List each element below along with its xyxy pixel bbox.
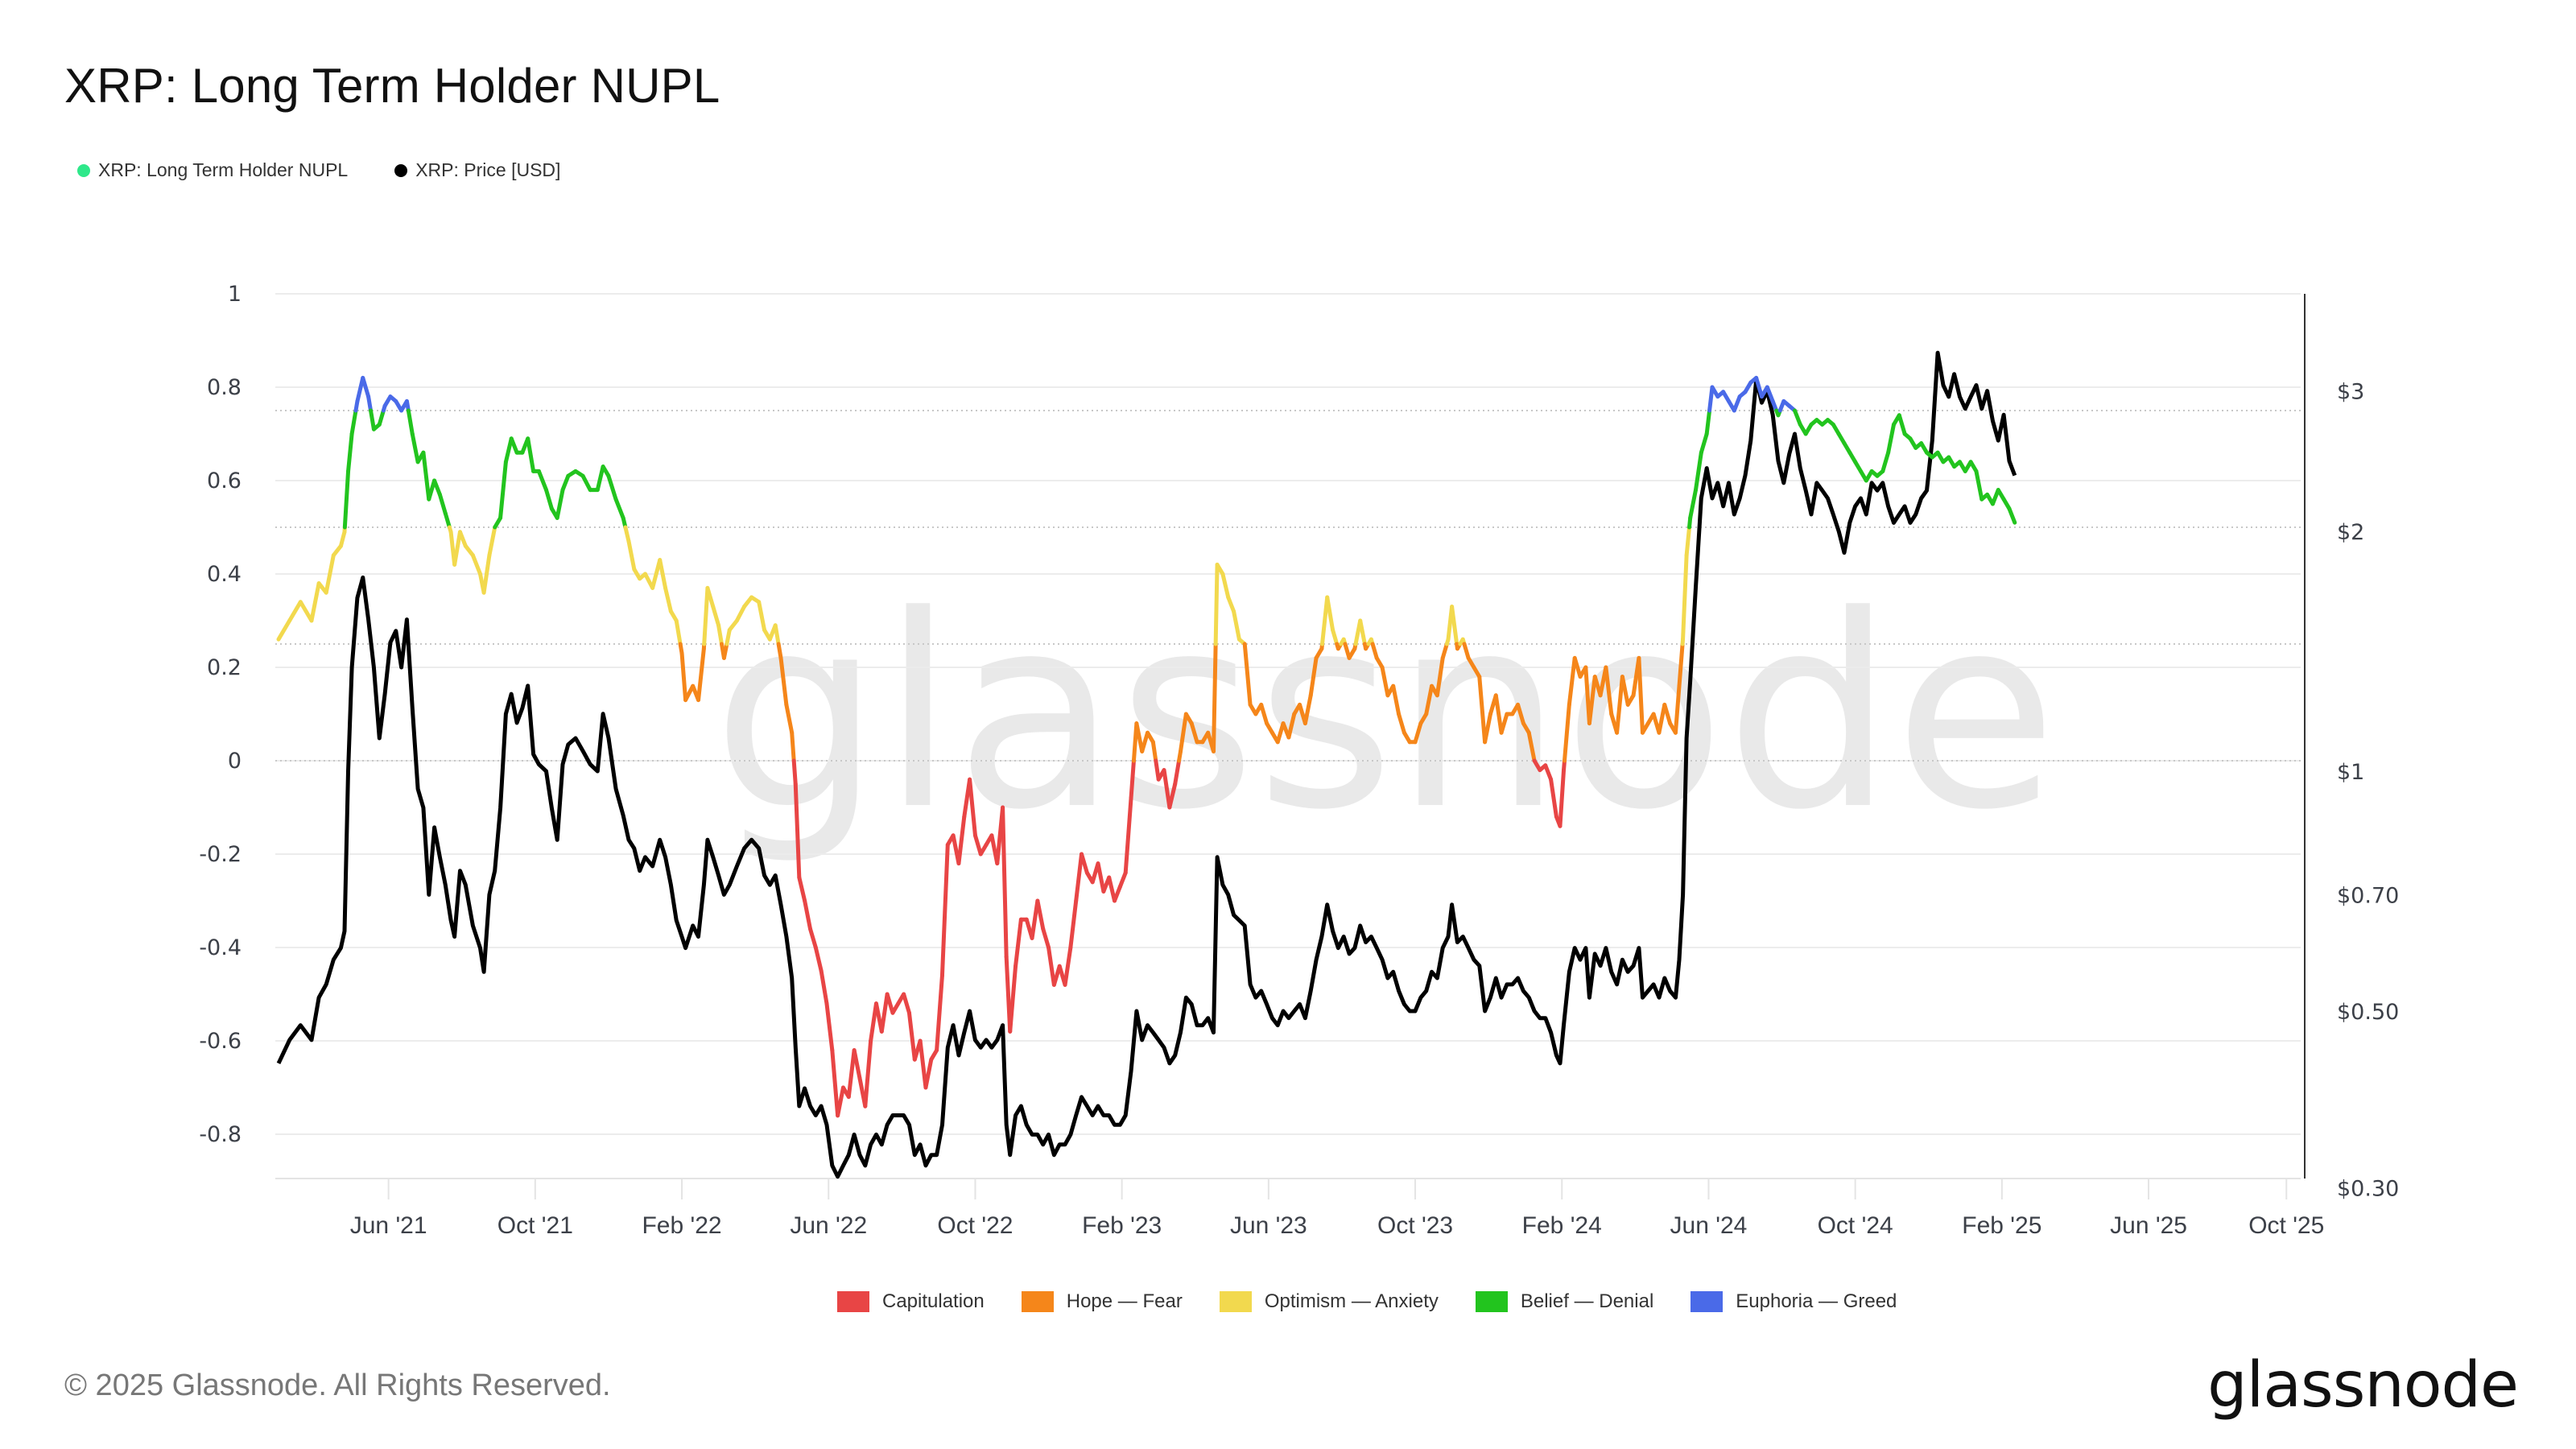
x-axis-tick: Oct '22 xyxy=(937,1212,1013,1239)
x-axis-tick: Oct '24 xyxy=(1818,1212,1893,1239)
nupl-dot-icon xyxy=(77,163,90,177)
legend-item-nupl[interactable]: XRP: Long Term Holder NUPL xyxy=(77,159,348,181)
right-axis-tick: $3 xyxy=(2337,380,2364,405)
zone-legend-capitulation[interactable]: Capitulation xyxy=(837,1290,985,1313)
price-series[interactable] xyxy=(276,350,2017,1179)
watermark: glassnode xyxy=(712,559,2058,868)
x-axis-tick: Jun '25 xyxy=(2110,1212,2187,1239)
zone-legend-hope-fear[interactable]: Hope — Fear xyxy=(1021,1290,1183,1313)
x-axis-tick: Jun '23 xyxy=(1230,1212,1307,1239)
legend-item-price[interactable]: XRP: Price [USD] xyxy=(394,159,560,181)
left-axis-tick: -0.4 xyxy=(199,935,242,960)
right-axis: $3 $2 $1 $0.70 $0.50 $0.30 xyxy=(2304,294,2399,1202)
left-axis-tick: 0.4 xyxy=(207,562,242,587)
x-axis-tick: Oct '23 xyxy=(1377,1212,1453,1239)
zone-legend-optimism-anxiety[interactable]: Optimism — Anxiety xyxy=(1219,1290,1439,1313)
x-axis-tick: Feb '24 xyxy=(1522,1212,1602,1239)
x-axis-tick: Jun '21 xyxy=(350,1212,427,1239)
belief-denial-swatch-icon xyxy=(1475,1291,1508,1312)
zone-legend: Capitulation Hope — Fear Optimism — Anxi… xyxy=(837,1290,1897,1313)
x-axis-tick: Jun '22 xyxy=(790,1212,867,1239)
optimism-anxiety-swatch-icon xyxy=(1219,1291,1252,1312)
right-axis-tick: $0.50 xyxy=(2337,1000,2399,1025)
right-axis-tick: $0.30 xyxy=(2337,1177,2399,1202)
left-axis: 1 0.8 0.6 0.4 0.2 0 -0.2 -0.4 -0.6 -0.8 xyxy=(199,282,242,1147)
zone-legend-belief-denial[interactable]: Belief — Denial xyxy=(1475,1290,1654,1313)
series-legend: XRP: Long Term Holder NUPL XRP: Price [U… xyxy=(77,159,560,181)
capitulation-swatch-icon xyxy=(837,1291,869,1312)
zone-label: Capitulation xyxy=(882,1290,985,1312)
x-axis-tick: Oct '25 xyxy=(2248,1212,2324,1239)
x-axis-tick: Feb '25 xyxy=(1962,1212,2041,1239)
left-axis-tick: -0.6 xyxy=(199,1029,242,1054)
x-axis-tick: Feb '23 xyxy=(1082,1212,1162,1239)
nupl-series[interactable] xyxy=(276,375,2017,1118)
right-axis-tick: $0.70 xyxy=(2337,883,2399,908)
left-axis-tick: 0 xyxy=(228,749,242,774)
zone-label: Belief — Denial xyxy=(1520,1290,1654,1312)
x-axis-tick: Oct '21 xyxy=(497,1212,573,1239)
zone-label: Euphoria — Greed xyxy=(1736,1290,1897,1312)
right-axis-tick: $1 xyxy=(2337,760,2364,785)
left-axis-tick: -0.2 xyxy=(199,842,242,867)
x-axis-tick: Jun '24 xyxy=(1670,1212,1748,1239)
legend-label-price: XRP: Price [USD] xyxy=(415,159,561,180)
left-axis-tick: -0.8 xyxy=(199,1122,242,1147)
legend-label-nupl: XRP: Long Term Holder NUPL xyxy=(98,159,349,180)
zone-label: Hope — Fear xyxy=(1066,1290,1183,1312)
x-axis: Jun '21 Oct '21 Feb '22 Jun '22 Oct '22 Feb '… xyxy=(350,1179,2324,1239)
right-axis-tick: $2 xyxy=(2337,520,2364,545)
zone-legend-euphoria-greed[interactable]: Euphoria — Greed xyxy=(1690,1290,1897,1313)
left-axis-tick: 1 xyxy=(228,282,242,307)
left-axis-tick: 0.8 xyxy=(207,375,242,400)
price-dot-icon xyxy=(394,163,408,177)
glassnode-logo: glassnode xyxy=(2207,1349,2519,1422)
euphoria-greed-swatch-icon xyxy=(1690,1291,1724,1312)
left-axis-tick: 0.2 xyxy=(207,655,242,680)
chart-title: XRP: Long Term Holder NUPL xyxy=(64,59,720,113)
hope-fear-swatch-icon xyxy=(1021,1291,1054,1312)
copyright: © 2025 Glassnode. All Rights Reserved. xyxy=(64,1368,611,1402)
left-axis-tick: 0.6 xyxy=(207,469,242,493)
x-axis-tick: Feb '22 xyxy=(642,1212,721,1239)
zone-label: Optimism — Anxiety xyxy=(1264,1290,1439,1312)
